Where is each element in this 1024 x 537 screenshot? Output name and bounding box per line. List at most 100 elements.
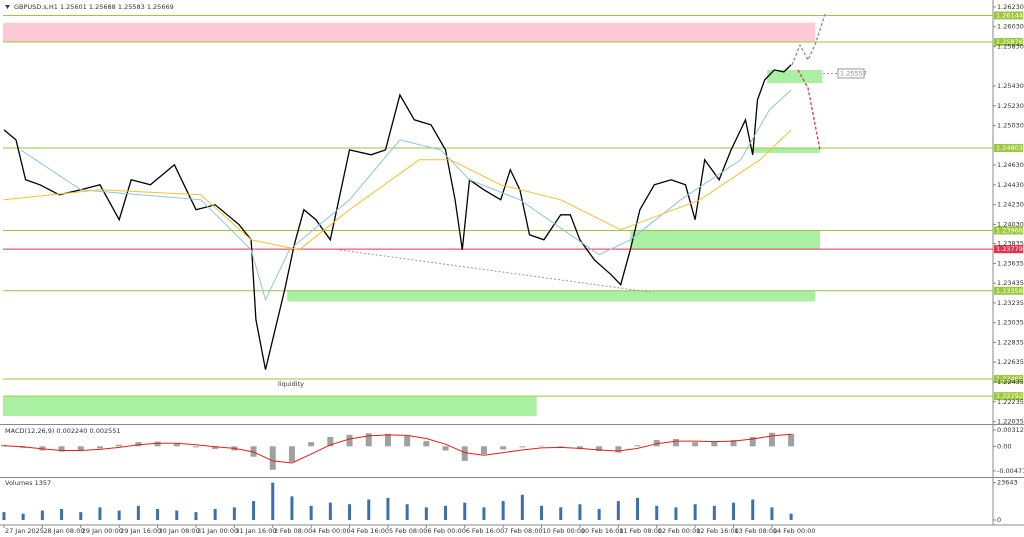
y-tick-label: 1.22435 (997, 378, 1024, 386)
bar (21, 513, 25, 520)
bar (461, 446, 468, 461)
level-label: 1.24803 (996, 144, 1023, 152)
zone (630, 230, 820, 250)
bar (232, 507, 236, 520)
bar (308, 442, 315, 447)
y-tick-label: 1.23035 (997, 319, 1024, 327)
bar (712, 505, 716, 520)
level-label-bg (994, 286, 1023, 295)
x-tick-label: 7 Feb 08:00 (504, 527, 543, 535)
zone (3, 22, 816, 42)
bar (290, 496, 294, 520)
bar (693, 504, 697, 520)
bar (346, 434, 353, 447)
level-label: 1.22292 (996, 392, 1023, 400)
x-tick-label: 12 Feb 00:00 (658, 527, 701, 535)
x-tick-label: 10 Feb 16:00 (581, 527, 624, 535)
y-tick-label: 1.23835 (997, 240, 1024, 248)
levels: 1.26144 1.25876 1.24803 1.23968 1.23779 1.233… (3, 11, 1023, 401)
y-tick-label: 1.23635 (997, 259, 1024, 267)
y-tick-label: 0 (997, 516, 1001, 524)
y-tick-label: 1.25030 (997, 122, 1024, 130)
bar (117, 510, 121, 520)
series-line (3, 433, 792, 464)
x-tick-label: 4 Feb 00:00 (312, 527, 351, 535)
level-label: 1.23358 (996, 287, 1023, 295)
bar (444, 505, 448, 520)
bar (578, 504, 582, 520)
bar (40, 510, 44, 520)
x-tick-label: 29 Jan 00:00 (82, 527, 123, 535)
bar (252, 501, 256, 520)
y-tick-label: 1.24630 (997, 161, 1024, 169)
series-line (3, 64, 792, 370)
y-tick-label: 1.25830 (997, 42, 1024, 50)
level-label-bg (994, 37, 1023, 46)
x-tick-label: 5 Feb 08:00 (389, 527, 428, 535)
bar (674, 507, 678, 520)
bar (156, 508, 160, 520)
bar (423, 441, 430, 447)
bar (636, 497, 640, 520)
bar (365, 433, 372, 447)
bar (405, 504, 409, 520)
projection-down (797, 69, 821, 151)
level-label-bg (994, 226, 1023, 235)
close: 1.25669 (147, 3, 174, 11)
bar (386, 497, 390, 520)
bar (288, 446, 295, 462)
bar (501, 501, 505, 520)
x-tick-label: 31 Jan 00:00 (197, 527, 238, 535)
bar (154, 441, 161, 447)
level-label: 1.22465 (996, 375, 1023, 383)
y-tick-label: 1.24430 (997, 181, 1024, 189)
bar (655, 505, 659, 520)
bar (269, 446, 276, 470)
x-tick-label: 14 Feb 00:00 (773, 527, 816, 535)
bar (135, 442, 142, 447)
symbol: GBPUSD.s,H1 (14, 3, 58, 11)
bar (348, 504, 352, 520)
y-tick-label: 1.22035 (997, 418, 1024, 426)
zone (752, 147, 820, 153)
bar (442, 446, 449, 451)
bar (309, 505, 313, 520)
series-line (3, 129, 792, 251)
bar (79, 512, 83, 520)
y-tick-label: 23643 (997, 479, 1018, 487)
bar (327, 436, 334, 447)
zone (767, 69, 823, 84)
zone (287, 290, 816, 302)
y-tick-label: 1.23235 (997, 299, 1024, 307)
menu-arrow[interactable] (5, 5, 10, 9)
bar (60, 508, 64, 520)
open: 1.25601 (60, 3, 87, 11)
bar (404, 435, 411, 447)
bar (136, 505, 140, 520)
series-line (20, 89, 792, 302)
x-tick-label: 13 Feb 08:00 (735, 527, 778, 535)
bar (732, 502, 736, 520)
bar (98, 507, 102, 520)
level-label: 1.26144 (996, 11, 1023, 19)
bar (482, 507, 486, 520)
y-tick-label: 1.24030 (997, 220, 1024, 228)
y-tick-label: -0.004716 (997, 467, 1024, 475)
bar (480, 446, 487, 455)
frames (0, 0, 1024, 526)
y-tick-label: 1.22835 (997, 338, 1024, 346)
bar (463, 502, 467, 520)
symbol-header: GBPUSD.s,H1 1.25601 1.25688 1.25583 1.25… (14, 3, 174, 11)
bar (596, 446, 603, 451)
x-tick-label: 29 Jan 16:00 (120, 527, 161, 535)
bar (576, 446, 583, 449)
x-tick-label: 6 Feb 00:00 (427, 527, 466, 535)
bar (789, 513, 793, 520)
bar (519, 446, 526, 448)
bar (116, 444, 123, 447)
bar (0, 444, 7, 447)
bar (367, 499, 371, 520)
marker-box (837, 68, 865, 79)
high: 1.25688 (89, 3, 116, 11)
bar (540, 505, 544, 520)
